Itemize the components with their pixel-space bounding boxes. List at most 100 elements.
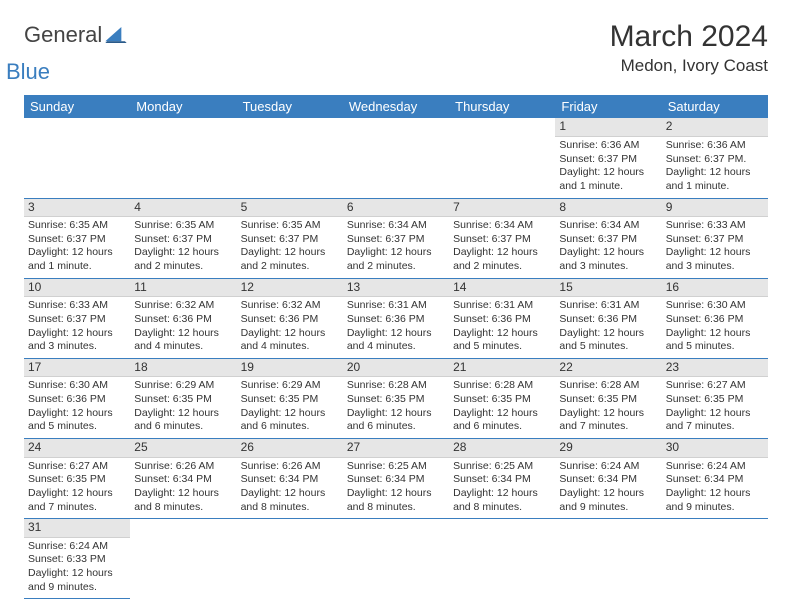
sunset-line: Sunset: 6:34 PM bbox=[241, 473, 339, 487]
daylight-line: Daylight: 12 hours and 7 minutes. bbox=[559, 407, 657, 434]
calendar-cell bbox=[662, 519, 768, 599]
calendar-cell: 19Sunrise: 6:29 AMSunset: 6:35 PMDayligh… bbox=[237, 358, 343, 438]
daylight-line: Daylight: 12 hours and 7 minutes. bbox=[28, 487, 126, 514]
sunrise-line: Sunrise: 6:36 AM bbox=[666, 139, 764, 153]
calendar-cell: 3Sunrise: 6:35 AMSunset: 6:37 PMDaylight… bbox=[24, 198, 130, 278]
calendar-cell: 20Sunrise: 6:28 AMSunset: 6:35 PMDayligh… bbox=[343, 358, 449, 438]
daylight-line: Daylight: 12 hours and 7 minutes. bbox=[666, 407, 764, 434]
day-number: 6 bbox=[343, 199, 449, 218]
logo-text-blue: Blue bbox=[6, 63, 127, 82]
day-content: Sunrise: 6:30 AMSunset: 6:36 PMDaylight:… bbox=[662, 297, 768, 358]
calendar-cell bbox=[449, 118, 555, 198]
day-content: Sunrise: 6:33 AMSunset: 6:37 PMDaylight:… bbox=[662, 217, 768, 278]
daylight-line: Daylight: 12 hours and 6 minutes. bbox=[241, 407, 339, 434]
sunset-line: Sunset: 6:36 PM bbox=[666, 313, 764, 327]
calendar-cell: 12Sunrise: 6:32 AMSunset: 6:36 PMDayligh… bbox=[237, 278, 343, 358]
sunrise-line: Sunrise: 6:26 AM bbox=[241, 460, 339, 474]
daylight-line: Daylight: 12 hours and 3 minutes. bbox=[559, 246, 657, 273]
day-number: 20 bbox=[343, 359, 449, 378]
sunset-line: Sunset: 6:37 PM bbox=[28, 233, 126, 247]
day-number: 9 bbox=[662, 199, 768, 218]
daylight-line: Daylight: 12 hours and 8 minutes. bbox=[453, 487, 551, 514]
daylight-line: Daylight: 12 hours and 4 minutes. bbox=[134, 327, 232, 354]
sunrise-line: Sunrise: 6:35 AM bbox=[134, 219, 232, 233]
day-number: 26 bbox=[237, 439, 343, 458]
sunset-line: Sunset: 6:37 PM. bbox=[666, 153, 764, 167]
day-content: Sunrise: 6:35 AMSunset: 6:37 PMDaylight:… bbox=[237, 217, 343, 278]
sunrise-line: Sunrise: 6:31 AM bbox=[453, 299, 551, 313]
day-content: Sunrise: 6:25 AMSunset: 6:34 PMDaylight:… bbox=[449, 458, 555, 519]
day-number: 21 bbox=[449, 359, 555, 378]
day-content: Sunrise: 6:29 AMSunset: 6:35 PMDaylight:… bbox=[237, 377, 343, 438]
calendar-cell: 5Sunrise: 6:35 AMSunset: 6:37 PMDaylight… bbox=[237, 198, 343, 278]
sunrise-line: Sunrise: 6:34 AM bbox=[559, 219, 657, 233]
day-content: Sunrise: 6:33 AMSunset: 6:37 PMDaylight:… bbox=[24, 297, 130, 358]
sunrise-line: Sunrise: 6:32 AM bbox=[241, 299, 339, 313]
calendar-cell: 26Sunrise: 6:26 AMSunset: 6:34 PMDayligh… bbox=[237, 439, 343, 519]
sunrise-line: Sunrise: 6:31 AM bbox=[347, 299, 445, 313]
sunset-line: Sunset: 6:34 PM bbox=[559, 473, 657, 487]
sunrise-line: Sunrise: 6:29 AM bbox=[241, 379, 339, 393]
day-content: Sunrise: 6:30 AMSunset: 6:36 PMDaylight:… bbox=[24, 377, 130, 438]
calendar-cell bbox=[343, 519, 449, 599]
day-number: 12 bbox=[237, 279, 343, 298]
calendar-cell: 18Sunrise: 6:29 AMSunset: 6:35 PMDayligh… bbox=[130, 358, 236, 438]
day-number: 16 bbox=[662, 279, 768, 298]
calendar-cell: 16Sunrise: 6:30 AMSunset: 6:36 PMDayligh… bbox=[662, 278, 768, 358]
day-number: 5 bbox=[237, 199, 343, 218]
daylight-line: Daylight: 12 hours and 1 minute. bbox=[28, 246, 126, 273]
sunset-line: Sunset: 6:37 PM bbox=[559, 153, 657, 167]
day-number: 2 bbox=[662, 118, 768, 137]
calendar-body: 1Sunrise: 6:36 AMSunset: 6:37 PMDaylight… bbox=[24, 118, 768, 598]
calendar-cell: 7Sunrise: 6:34 AMSunset: 6:37 PMDaylight… bbox=[449, 198, 555, 278]
day-content: Sunrise: 6:32 AMSunset: 6:36 PMDaylight:… bbox=[237, 297, 343, 358]
sunrise-line: Sunrise: 6:24 AM bbox=[559, 460, 657, 474]
day-number: 18 bbox=[130, 359, 236, 378]
day-content: Sunrise: 6:31 AMSunset: 6:36 PMDaylight:… bbox=[449, 297, 555, 358]
day-number: 8 bbox=[555, 199, 661, 218]
day-number: 30 bbox=[662, 439, 768, 458]
day-content: Sunrise: 6:28 AMSunset: 6:35 PMDaylight:… bbox=[343, 377, 449, 438]
weekday-header: Tuesday bbox=[237, 95, 343, 118]
day-number: 10 bbox=[24, 279, 130, 298]
day-number: 4 bbox=[130, 199, 236, 218]
sunrise-line: Sunrise: 6:25 AM bbox=[453, 460, 551, 474]
day-content: Sunrise: 6:26 AMSunset: 6:34 PMDaylight:… bbox=[130, 458, 236, 519]
day-number: 3 bbox=[24, 199, 130, 218]
calendar-cell: 11Sunrise: 6:32 AMSunset: 6:36 PMDayligh… bbox=[130, 278, 236, 358]
calendar-cell: 24Sunrise: 6:27 AMSunset: 6:35 PMDayligh… bbox=[24, 439, 130, 519]
daylight-line: Daylight: 12 hours and 5 minutes. bbox=[559, 327, 657, 354]
sunset-line: Sunset: 6:33 PM bbox=[28, 553, 126, 567]
calendar-cell: 27Sunrise: 6:25 AMSunset: 6:34 PMDayligh… bbox=[343, 439, 449, 519]
day-number: 27 bbox=[343, 439, 449, 458]
day-number: 28 bbox=[449, 439, 555, 458]
day-content: Sunrise: 6:34 AMSunset: 6:37 PMDaylight:… bbox=[555, 217, 661, 278]
sunset-line: Sunset: 6:35 PM bbox=[453, 393, 551, 407]
sunrise-line: Sunrise: 6:27 AM bbox=[28, 460, 126, 474]
sunrise-line: Sunrise: 6:33 AM bbox=[666, 219, 764, 233]
daylight-line: Daylight: 12 hours and 9 minutes. bbox=[666, 487, 764, 514]
day-number: 13 bbox=[343, 279, 449, 298]
calendar-cell: 13Sunrise: 6:31 AMSunset: 6:36 PMDayligh… bbox=[343, 278, 449, 358]
calendar-cell: 14Sunrise: 6:31 AMSunset: 6:36 PMDayligh… bbox=[449, 278, 555, 358]
sunrise-line: Sunrise: 6:25 AM bbox=[347, 460, 445, 474]
day-number: 19 bbox=[237, 359, 343, 378]
daylight-line: Daylight: 12 hours and 6 minutes. bbox=[134, 407, 232, 434]
calendar-cell bbox=[237, 519, 343, 599]
sunset-line: Sunset: 6:36 PM bbox=[559, 313, 657, 327]
sunrise-line: Sunrise: 6:32 AM bbox=[134, 299, 232, 313]
sunrise-line: Sunrise: 6:29 AM bbox=[134, 379, 232, 393]
daylight-line: Daylight: 12 hours and 3 minutes. bbox=[28, 327, 126, 354]
sunset-line: Sunset: 6:37 PM bbox=[28, 313, 126, 327]
daylight-line: Daylight: 12 hours and 4 minutes. bbox=[241, 327, 339, 354]
calendar-cell: 30Sunrise: 6:24 AMSunset: 6:34 PMDayligh… bbox=[662, 439, 768, 519]
sunrise-line: Sunrise: 6:36 AM bbox=[559, 139, 657, 153]
sunset-line: Sunset: 6:35 PM bbox=[559, 393, 657, 407]
day-content: Sunrise: 6:24 AMSunset: 6:34 PMDaylight:… bbox=[662, 458, 768, 519]
sunset-line: Sunset: 6:35 PM bbox=[666, 393, 764, 407]
day-number: 7 bbox=[449, 199, 555, 218]
sunrise-line: Sunrise: 6:30 AM bbox=[28, 379, 126, 393]
sunrise-line: Sunrise: 6:26 AM bbox=[134, 460, 232, 474]
sunrise-line: Sunrise: 6:34 AM bbox=[453, 219, 551, 233]
sunset-line: Sunset: 6:37 PM bbox=[347, 233, 445, 247]
